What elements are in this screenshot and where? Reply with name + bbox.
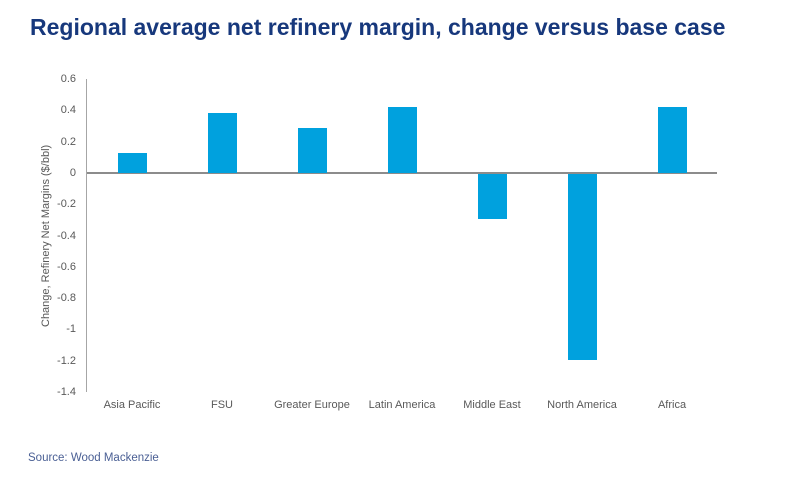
chart-title: Regional average net refinery margin, ch… xyxy=(30,14,726,40)
y-axis-tick-label: 0.2 xyxy=(60,135,76,148)
zero-baseline xyxy=(87,171,717,174)
source-attribution: Source: Wood Mackenzie xyxy=(28,452,159,464)
x-axis-category-label: Asia Pacific xyxy=(103,399,161,411)
x-axis-category-label: FSU xyxy=(211,399,233,411)
y-axis-tick-label: -0.6 xyxy=(57,260,76,273)
y-axis-tick-label: -0.8 xyxy=(57,292,76,305)
x-axis-category-label: Greater Europe xyxy=(274,399,350,411)
bar-africa xyxy=(657,107,687,173)
y-axis-tick-label: -1 xyxy=(66,323,76,336)
bar-fsu xyxy=(207,113,237,173)
y-axis-tick-label: 0.6 xyxy=(60,73,76,85)
y-axis-line xyxy=(86,79,87,392)
bar-middle-east xyxy=(477,173,507,220)
y-axis-tick-label: -0.4 xyxy=(57,229,76,242)
bar-north-america xyxy=(567,173,597,361)
bar-asia-pacific xyxy=(117,152,147,173)
bar-latin-america xyxy=(387,107,417,173)
x-axis-category-label: Middle East xyxy=(463,399,521,411)
x-axis-category-label: Africa xyxy=(657,399,687,411)
y-axis-tick-label: -1.4 xyxy=(57,386,76,398)
x-axis-category-label: Latin America xyxy=(368,399,436,411)
y-axis-tick-label: -1.2 xyxy=(57,354,76,367)
x-axis-category-label: North America xyxy=(547,399,617,411)
bar-greater-europe xyxy=(297,127,327,173)
y-axis-tick-label: 0.4 xyxy=(60,104,76,117)
y-axis-tick-label: -0.2 xyxy=(57,198,76,211)
y-axis-tick-label: 0 xyxy=(69,166,76,179)
